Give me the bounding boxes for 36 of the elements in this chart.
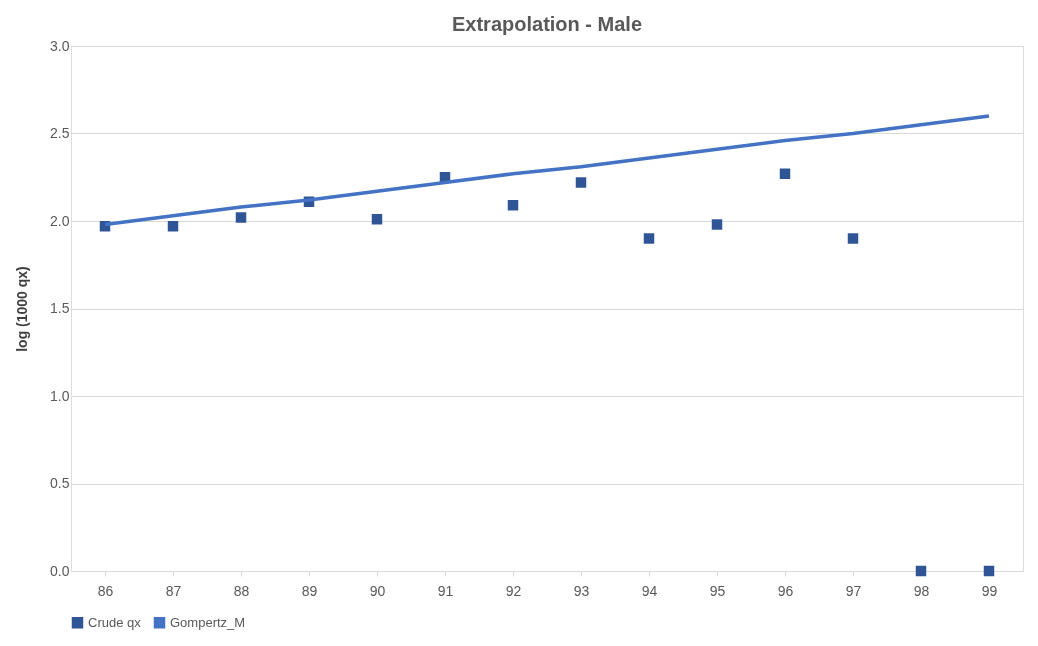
- y-tick-label: 0.0: [50, 562, 70, 579]
- x-tick-label: 94: [641, 582, 658, 599]
- point: [983, 565, 995, 577]
- point: [779, 168, 791, 179]
- x-tick-label: 86: [97, 582, 114, 599]
- chart-title: Extrapolation - Male: [451, 13, 643, 35]
- x-tick-label: 93: [573, 582, 590, 599]
- y-tick-label: 2.5: [50, 125, 70, 141]
- x-tick-label: 98: [913, 582, 930, 599]
- x-tick-label: 88: [233, 582, 250, 599]
- x-tick-label: 99: [981, 582, 998, 599]
- x-tick-label: 87: [165, 582, 182, 599]
- y-tick-label: 0.5: [50, 475, 70, 491]
- x-tick-label: 89: [301, 582, 318, 599]
- point: [371, 214, 383, 225]
- point: [711, 219, 723, 230]
- legend-label: Gompertz_M: [170, 614, 246, 630]
- point: [575, 177, 587, 188]
- y-tick-label: 1.5: [50, 300, 70, 316]
- point: [847, 233, 859, 244]
- point: [235, 212, 247, 223]
- x-tick-label: 96: [777, 582, 794, 599]
- point: [167, 221, 179, 232]
- legend-label: Crude qx: [88, 614, 142, 630]
- x-tick-label: 90: [369, 582, 386, 599]
- x-tick-label: 97: [845, 582, 862, 599]
- y-tick-label: 3.0: [50, 37, 70, 54]
- point: [643, 233, 655, 244]
- point: [507, 200, 519, 211]
- x-tick-label: 92: [505, 582, 522, 599]
- y-tick-label: 2.0: [50, 212, 70, 229]
- y-tick-label: 1.0: [50, 387, 70, 404]
- x-tick-label: 91: [437, 582, 454, 599]
- point: [915, 565, 927, 577]
- x-tick-label: 95: [709, 582, 726, 599]
- y-axis-title: log (1000 qx): [14, 266, 31, 352]
